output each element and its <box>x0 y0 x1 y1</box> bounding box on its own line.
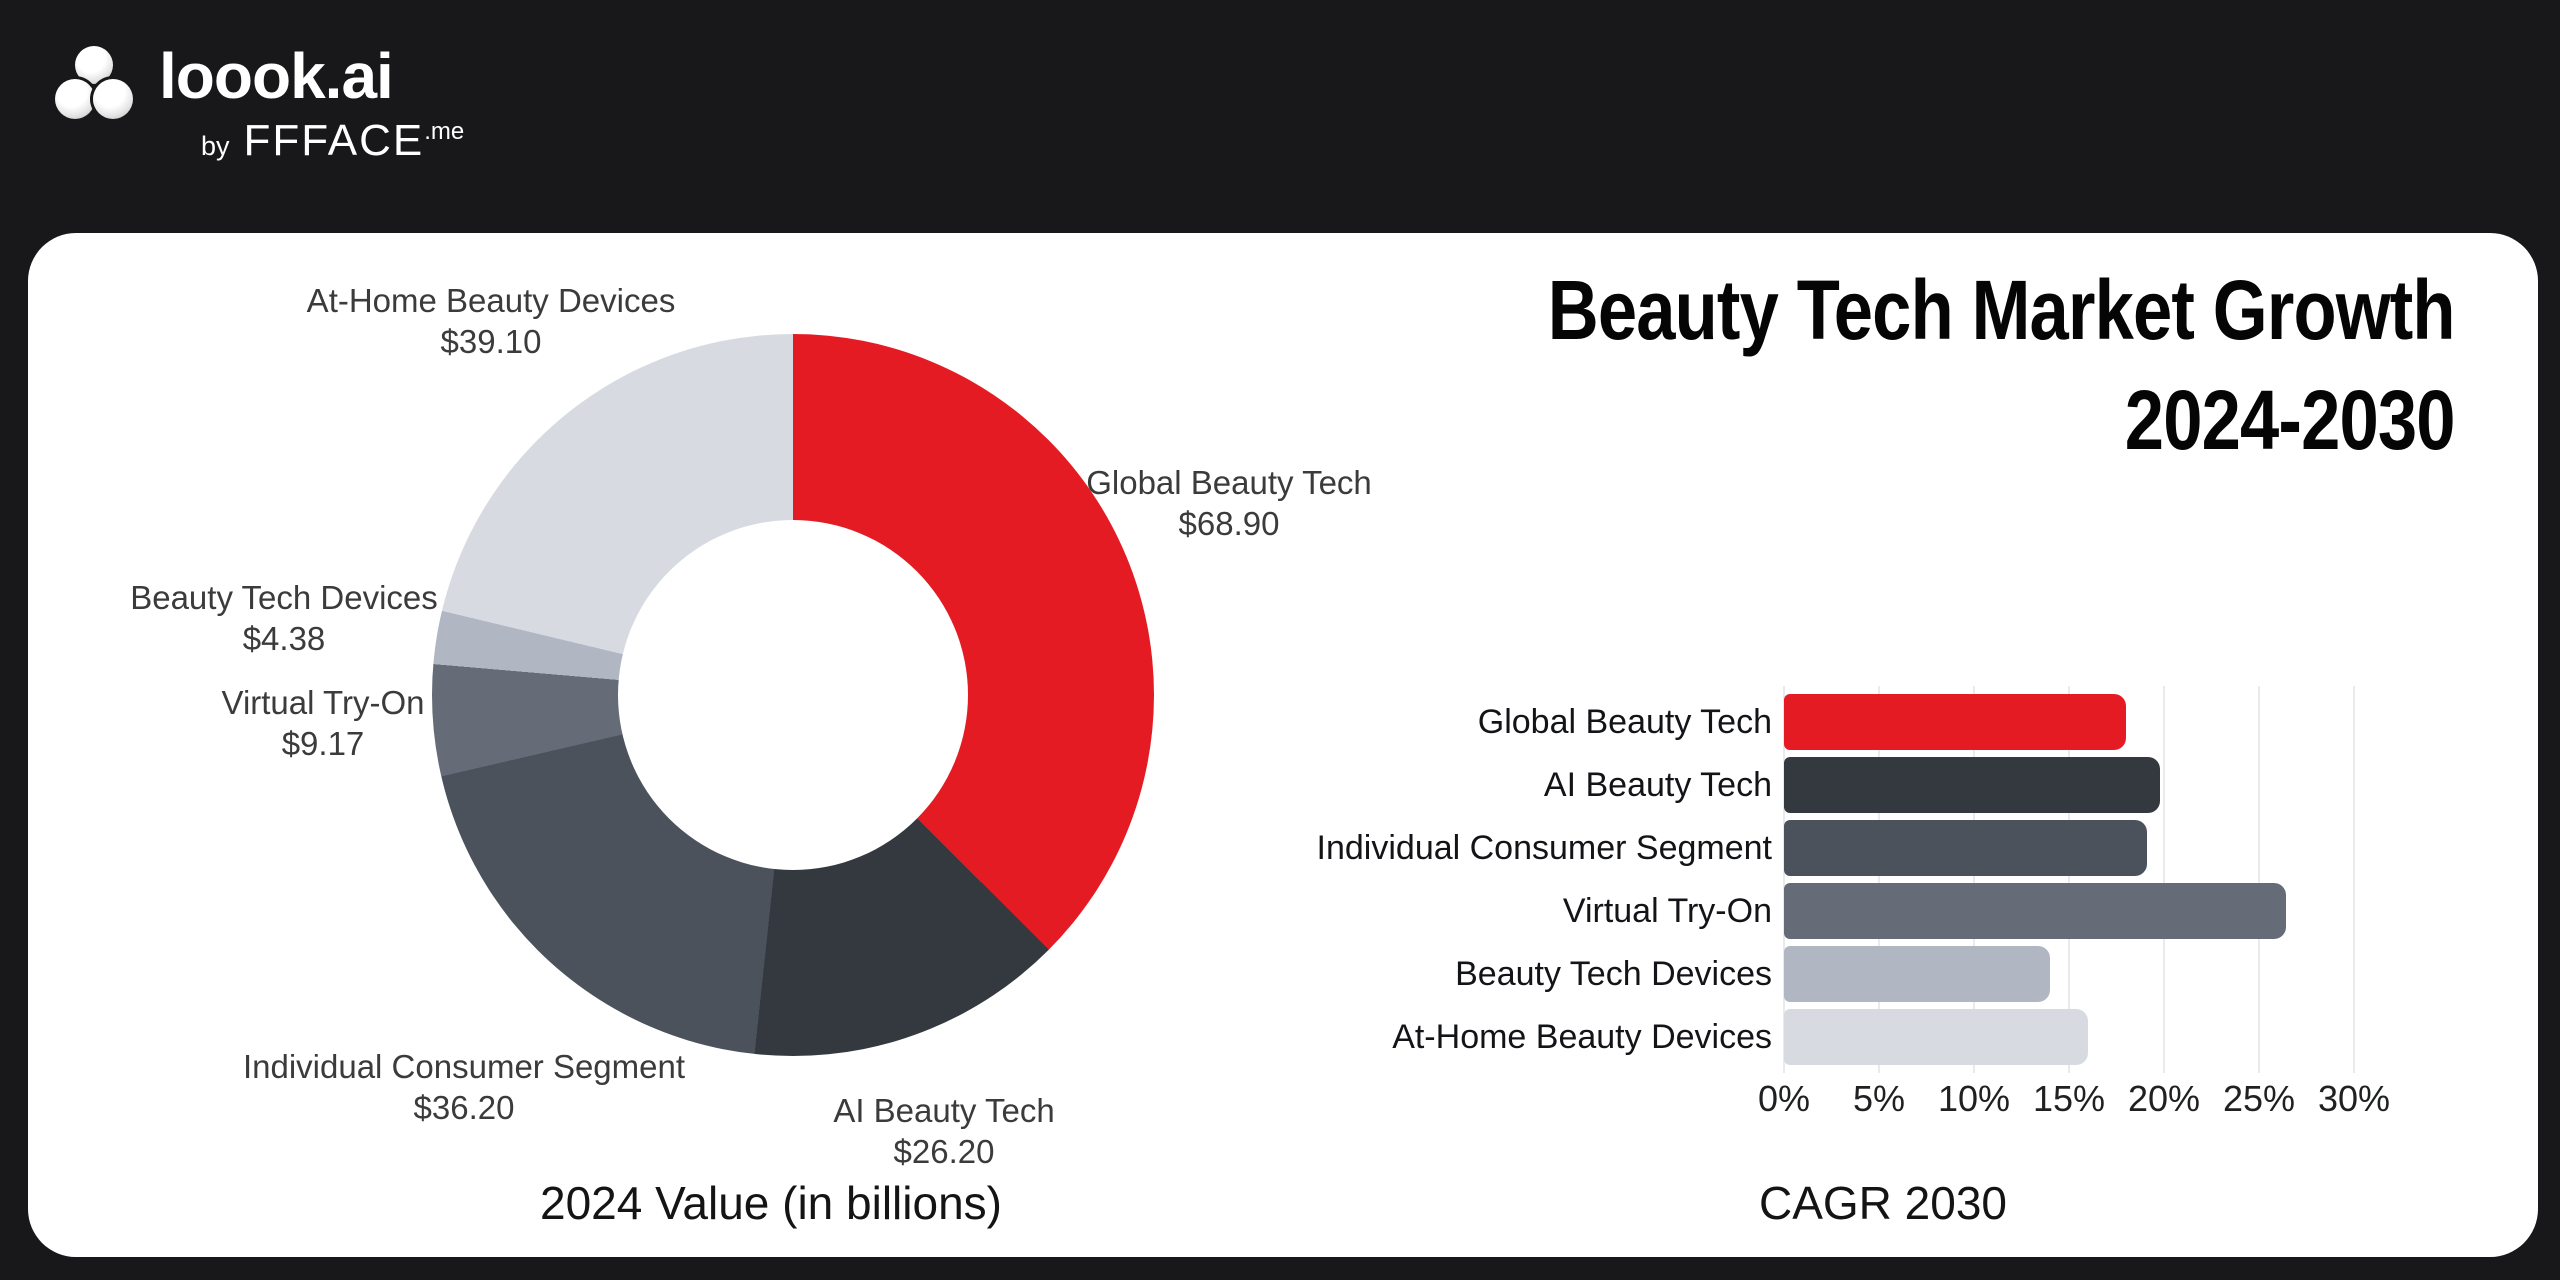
title-line-2: 2024-2030 <box>2125 373 2456 467</box>
title-line-1: Beauty Tech Market Growth <box>1548 263 2456 357</box>
bar-track <box>1784 757 2354 813</box>
bar-row-ai: AI Beauty Tech <box>1140 757 2440 813</box>
bar-label: Global Beauty Tech <box>1477 702 1772 741</box>
logo-wordmark: loook.ai <box>159 40 394 112</box>
bar-fill <box>1784 883 2286 939</box>
bar-fill <box>1784 820 2147 876</box>
page-title: Beauty Tech Market Growth 2024-2030 <box>1375 255 2456 475</box>
bar-row-devices: Beauty Tech Devices <box>1140 946 2440 1002</box>
grid-line <box>2258 686 2260 1073</box>
pie-label-name: Global Beauty Tech <box>1086 464 1372 501</box>
pie-label-individual: Individual Consumer Segment $36.20 <box>243 1046 685 1128</box>
x-tick: 5% <box>1852 1078 1906 1119</box>
clover-ball-right <box>93 79 133 119</box>
pie-label-value: $36.20 <box>413 1089 515 1126</box>
x-tick: 20% <box>2127 1078 2201 1119</box>
donut-hole <box>618 520 968 870</box>
bar-chart: Global Beauty Tech AI Beauty Tech Indivi… <box>1140 686 2440 1121</box>
bar-fill <box>1784 757 2161 813</box>
x-tick: 0% <box>1757 1078 1811 1119</box>
grid-line <box>2353 686 2355 1073</box>
grid-line <box>1783 686 1785 1073</box>
bar-track <box>1784 694 2354 750</box>
pie-label-athome: At-Home Beauty Devices $39.10 <box>307 280 676 362</box>
pie-label-value: $9.17 <box>281 725 365 762</box>
x-tick: 25% <box>2222 1078 2296 1119</box>
byline-tld: .me <box>424 118 465 145</box>
x-tick: 15% <box>2032 1078 2106 1119</box>
bar-row-virtual: Virtual Try-On <box>1140 883 2440 939</box>
bar-fill <box>1784 1009 2088 1065</box>
bar-gridlines <box>1783 686 2355 1073</box>
grid-line <box>1878 686 1880 1073</box>
pie-label-name: AI Beauty Tech <box>833 1092 1055 1129</box>
pie-label-name: At-Home Beauty Devices <box>306 282 676 319</box>
bar-track <box>1784 946 2354 1002</box>
logo-texts: loook.ai by FFFACE .me <box>159 44 464 166</box>
clover-ball-left <box>55 79 95 119</box>
bar-row-individual: Individual Consumer Segment <box>1140 820 2440 876</box>
bar-label: At-Home Beauty Devices <box>1392 1017 1772 1056</box>
loook-clover-icon <box>55 46 133 120</box>
grid-line <box>2068 686 2070 1073</box>
bar-label: Beauty Tech Devices <box>1455 954 1772 993</box>
pie-label-virtual: Virtual Try-On $9.17 <box>222 682 425 764</box>
bar-track <box>1784 1009 2354 1065</box>
bar-label: Individual Consumer Segment <box>1316 828 1772 867</box>
bar-track <box>1784 883 2354 939</box>
bar-caption: CAGR 2030 <box>1758 1177 2008 1229</box>
grid-line <box>1973 686 1975 1073</box>
byline-prefix: by <box>201 131 230 161</box>
pie-label-global: Global Beauty Tech $68.90 <box>1086 462 1372 544</box>
byline-brand: FFFACE <box>243 116 425 165</box>
clover-ball-top <box>75 46 113 84</box>
pie-label-value: $68.90 <box>1178 505 1280 542</box>
logo-byline: by FFFACE .me <box>201 116 464 166</box>
x-axis: 0% 5% 10% 15% 20% 25% 30% <box>1758 1077 2390 1121</box>
pie-label-value: $26.20 <box>893 1133 995 1170</box>
pie-label-name: Virtual Try-On <box>221 684 425 721</box>
bar-label: AI Beauty Tech <box>1543 765 1772 804</box>
pie-label-name: Beauty Tech Devices <box>130 579 438 616</box>
bar-label: Virtual Try-On <box>1562 891 1772 930</box>
brand-logo: loook.ai by FFFACE .me <box>55 44 464 166</box>
x-tick: 30% <box>2317 1078 2391 1119</box>
bar-row-global: Global Beauty Tech <box>1140 694 2440 750</box>
pie-label-devices: Beauty Tech Devices $4.38 <box>130 577 438 659</box>
bar-row-athome: At-Home Beauty Devices <box>1140 1009 2440 1065</box>
pie-label-value: $4.38 <box>242 620 326 657</box>
chart-card: Beauty Tech Market Growth 2024-2030 At-H… <box>28 233 2538 1257</box>
bar-fill <box>1784 946 2050 1002</box>
grid-line <box>2163 686 2165 1073</box>
bar-track <box>1784 820 2354 876</box>
pie-label-value: $39.10 <box>440 323 542 360</box>
bar-fill <box>1784 694 2126 750</box>
x-tick: 10% <box>1937 1078 2011 1119</box>
pie-caption: 2024 Value (in billions) <box>540 1177 1002 1229</box>
pie-label-ai: AI Beauty Tech $26.20 <box>833 1090 1054 1172</box>
pie-label-name: Individual Consumer Segment <box>242 1048 686 1085</box>
donut-chart <box>432 334 1154 1056</box>
